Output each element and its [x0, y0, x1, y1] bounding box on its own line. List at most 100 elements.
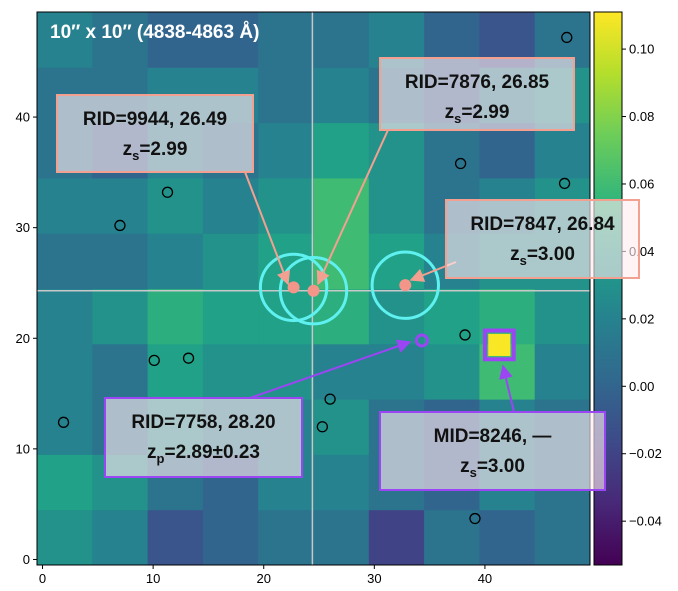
heat-cell	[147, 343, 204, 400]
colorbar-tick-label: 0.00	[629, 379, 654, 394]
z-symbol: z	[445, 102, 455, 123]
colorbar-tick-label: 0.02	[629, 311, 654, 326]
rid-point	[307, 284, 320, 297]
heat-cell	[37, 12, 93, 68]
photz-point	[414, 333, 429, 348]
mid-box	[482, 328, 516, 362]
x-tick-label: 40	[478, 571, 492, 586]
source-circle	[454, 157, 467, 170]
heat-cell	[313, 122, 370, 179]
chart-title: 10″ x 10″ (4838-4863 Å)	[50, 22, 259, 43]
z-symbol: z	[460, 456, 470, 477]
annotation-line1: RID=7847, 26.84	[470, 214, 615, 235]
heat-cell	[92, 343, 149, 400]
source-circle	[182, 352, 195, 364]
heat-cell	[258, 509, 314, 565]
heat-cell	[37, 454, 93, 511]
annotation-arrow	[249, 339, 412, 399]
rid-point	[399, 279, 412, 292]
z-symbol: z	[510, 244, 520, 265]
heat-cell	[202, 12, 259, 68]
heat-cell	[368, 343, 425, 400]
heat-cell	[92, 509, 149, 565]
y-tick-label: 40	[16, 110, 30, 125]
heat-cell	[258, 177, 314, 234]
heat-cell	[424, 509, 480, 565]
annotation-line2: zs=2.99	[445, 102, 510, 126]
heat-cell	[202, 288, 259, 345]
source-circle	[148, 354, 160, 367]
heat-cell	[37, 177, 93, 234]
heat-cell	[37, 509, 93, 565]
heat-cell	[313, 233, 370, 289]
annotation-box	[56, 94, 254, 173]
annotation-line2: zs=2.99	[123, 139, 188, 163]
heat-cell	[202, 509, 259, 565]
heat-cell	[37, 233, 93, 289]
source-circle	[316, 421, 328, 433]
heat-cell	[424, 288, 480, 345]
heat-cell	[479, 509, 536, 565]
heat-cell	[424, 343, 480, 400]
heat-cell	[313, 288, 370, 345]
heat-cell	[534, 509, 590, 565]
colorbar-tick-label: −0.02	[629, 446, 662, 461]
heat-cell	[92, 288, 149, 345]
y-tick-label: 10	[16, 441, 30, 456]
z-subscript: s	[132, 148, 139, 163]
heat-cell	[147, 177, 204, 234]
z-subscript: s	[454, 111, 461, 126]
source-circle	[558, 177, 571, 190]
heat-cell	[534, 288, 590, 345]
heat-cell	[258, 12, 314, 68]
aperture	[258, 252, 329, 323]
heat-cell	[368, 177, 425, 234]
heat-cell	[313, 509, 370, 565]
aperture	[278, 256, 349, 326]
source-circle	[324, 393, 336, 405]
annotation-line2: zs=3.00	[510, 244, 575, 268]
heat-peak	[488, 333, 511, 356]
annotation-arrow	[499, 364, 515, 413]
aperture	[370, 250, 440, 320]
annotation-line1: RID=7758, 28.20	[131, 412, 275, 433]
heat-cell	[313, 177, 370, 234]
z-value: =2.99	[461, 102, 509, 123]
plot-frame	[36, 11, 591, 566]
annotation-line2: zs=3.00	[460, 456, 525, 480]
z-subscript: s	[470, 465, 477, 480]
colorbar-tick-label: 0.08	[629, 109, 654, 124]
annotation-line1: RID=9944, 26.49	[83, 109, 227, 130]
x-tick-label: 0	[39, 571, 46, 586]
heat-cell	[92, 233, 149, 289]
annotation-box	[379, 57, 575, 131]
heat-cell	[147, 288, 204, 345]
annotation-box	[445, 199, 640, 279]
annotation-box	[379, 411, 606, 491]
heat-cell	[92, 177, 149, 234]
x-tick-label: 30	[367, 571, 381, 586]
annotation-line1: MID=8246, —	[434, 426, 552, 447]
heat-cell	[258, 122, 314, 179]
colorbar-tick-label: −0.04	[629, 514, 662, 529]
z-symbol: z	[147, 442, 157, 463]
y-tick-label: 30	[16, 220, 30, 235]
heat-cell	[258, 288, 314, 345]
heat-cell	[313, 67, 370, 124]
annotation-arrow	[316, 129, 389, 286]
z-subscript: p	[157, 451, 165, 466]
heat-cell	[147, 233, 204, 289]
source-circle	[469, 512, 481, 525]
heat-cell	[258, 67, 314, 124]
colorbar-tick-label: 0.10	[629, 42, 654, 57]
rid-point	[287, 281, 300, 294]
source-circle	[561, 31, 573, 44]
heat-cell	[92, 12, 149, 68]
heat-cell	[147, 509, 204, 565]
z-value: =3.00	[477, 456, 525, 477]
heat-cell	[368, 509, 425, 565]
heat-cell	[313, 399, 370, 455]
annotation-arrow	[244, 171, 291, 286]
heat-cell	[202, 177, 259, 234]
